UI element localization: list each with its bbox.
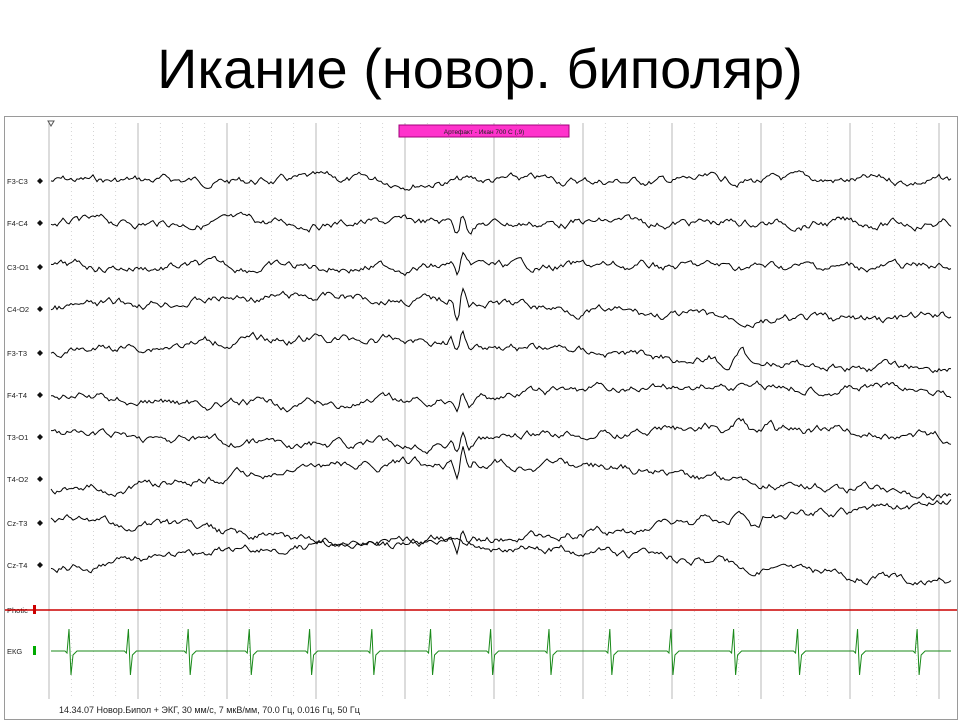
- channel-handle-icon[interactable]: [37, 220, 43, 226]
- channel-handle-icon[interactable]: [37, 350, 43, 356]
- channel-handle-icon[interactable]: [33, 646, 36, 655]
- channel-label[interactable]: C3-O1: [7, 263, 29, 272]
- channel-label[interactable]: F3-C3: [7, 177, 28, 186]
- channel-label[interactable]: F4-T4: [7, 391, 27, 400]
- channel-label[interactable]: F3-T3: [7, 349, 27, 358]
- channel-trace: [51, 417, 952, 455]
- channel-label[interactable]: Cz-T3: [7, 519, 27, 528]
- channel-trace: [50, 446, 952, 502]
- event-marker[interactable]: Артефакт - Икан 700 С (,9): [398, 124, 570, 138]
- event-marker-label: Артефакт - Икан 700 С (,9): [444, 129, 525, 136]
- channel-handle-icon[interactable]: [37, 562, 43, 568]
- channel-label[interactable]: Cz-T4: [7, 561, 27, 570]
- channel-trace: [51, 628, 951, 676]
- channel-trace: [50, 211, 952, 235]
- eeg-canvas[interactable]: F3-C3 F4-C4 C3-O1 C4-O2 F3-T3 F4-T4 T3-O1 T4-O2…: [5, 117, 957, 719]
- channel-trace: [50, 287, 952, 329]
- channel-trace: [50, 380, 952, 413]
- channel-handle-icon[interactable]: [37, 392, 43, 398]
- channel-handle-icon[interactable]: [37, 520, 43, 526]
- channel-trace: [50, 251, 952, 277]
- channel-handle-icon[interactable]: [37, 178, 43, 184]
- channel-handle-icon[interactable]: [37, 476, 43, 482]
- cursor-arrow-icon[interactable]: [47, 120, 55, 127]
- eeg-viewer[interactable]: F3-C3 F4-C4 C3-O1 C4-O2 F3-T3 F4-T4 T3-O1 T4-O2…: [4, 116, 958, 720]
- channel-trace: [50, 170, 952, 191]
- channel-traces: [50, 170, 952, 676]
- channel-handle-icon[interactable]: [37, 264, 43, 270]
- channel-handle-icon[interactable]: [37, 306, 43, 312]
- channel-label[interactable]: C4-O2: [7, 305, 29, 314]
- channel-trace: [50, 537, 952, 586]
- event-marker-box[interactable]: [398, 124, 570, 138]
- channel-label[interactable]: F4-C4: [7, 219, 28, 228]
- status-line: 14.34.07 Новор.Бипол + ЭКГ, 30 мм/с, 7 м…: [59, 705, 360, 715]
- channel-trace: [50, 499, 952, 556]
- slide-title: Икание (новор. биполяр): [157, 37, 803, 100]
- channel-label[interactable]: T3-O1: [7, 433, 28, 442]
- time-grid: [48, 121, 940, 699]
- channel-label[interactable]: T4-O2: [7, 475, 28, 484]
- channel-trace: [50, 329, 952, 374]
- channel-label[interactable]: ЕКG: [7, 647, 22, 656]
- channel-labels: F3-C3 F4-C4 C3-O1 C4-O2 F3-T3 F4-T4 T3-O1 T4-O2…: [7, 177, 43, 656]
- channel-handle-icon[interactable]: [37, 434, 43, 440]
